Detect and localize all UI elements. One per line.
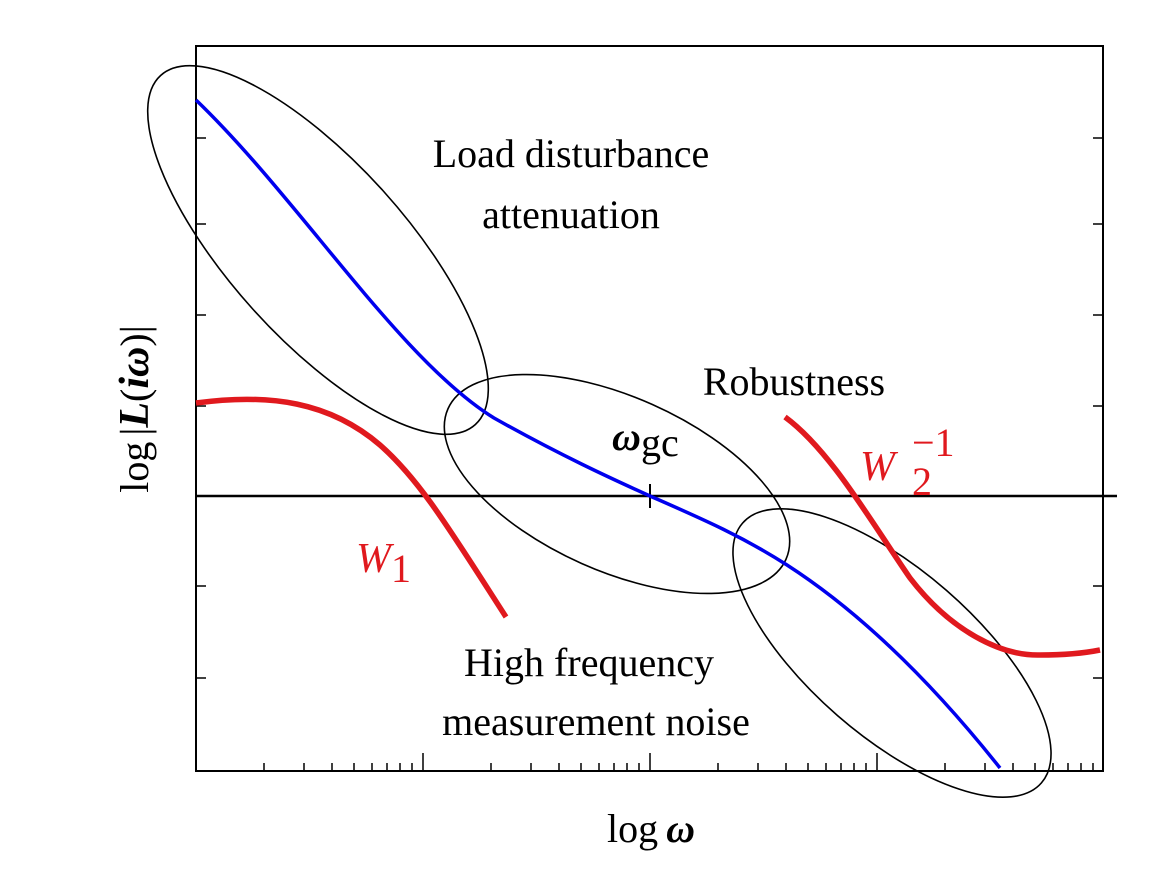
y-axis-L: L (112, 402, 158, 429)
w2-inverse-label-letter: W (860, 444, 899, 490)
w1-bound-curve (195, 396, 509, 619)
x-axis-ticks (263, 753, 1094, 771)
high-frequency-label-line2: measurement noise (442, 699, 750, 744)
y-axis-abs-open: | (112, 428, 157, 436)
y-axis-abs-close: | (112, 325, 157, 333)
loop-gain-curve (194, 98, 1002, 770)
w2-inverse-bound-curve (783, 414, 1101, 658)
crossover-frequency-label: ωgc (612, 414, 679, 465)
high-frequency-label-line1: High frequency (464, 640, 714, 685)
x-axis-omega: ω (666, 806, 695, 851)
w2-inverse-label-sup: −1 (912, 420, 955, 465)
omega-symbol: ω (612, 414, 641, 459)
load-disturbance-label-line2: attenuation (482, 192, 660, 237)
y-axis-ticks (196, 137, 1103, 679)
w1-subscript: 1 (391, 546, 411, 591)
high-frequency-ellipse (732, 507, 1052, 799)
y-axis-paren-open: ( (112, 389, 157, 402)
w2-inverse-label-sub: 2 (912, 459, 932, 504)
w1-letter: W (356, 536, 395, 582)
gc-subscript: gc (641, 420, 679, 465)
robustness-label: Robustness (703, 359, 885, 404)
load-disturbance-label-line1: Load disturbance (433, 131, 710, 176)
load-disturbance-ellipse (146, 64, 490, 436)
x-axis-log: log (607, 806, 658, 851)
svg-text:log|L(iω)|: log|L(iω)| (112, 325, 158, 493)
y-axis-log: log (112, 442, 157, 493)
x-axis-label: log ω (607, 806, 695, 851)
y-axis-label: log|L(iω)| (112, 325, 158, 493)
y-axis-i: i (112, 377, 158, 389)
robustness-ellipse (443, 373, 791, 595)
y-axis-paren-close: ) (112, 333, 157, 346)
y-axis-omega: ω (112, 347, 158, 377)
w1-label: W1 (356, 536, 411, 591)
